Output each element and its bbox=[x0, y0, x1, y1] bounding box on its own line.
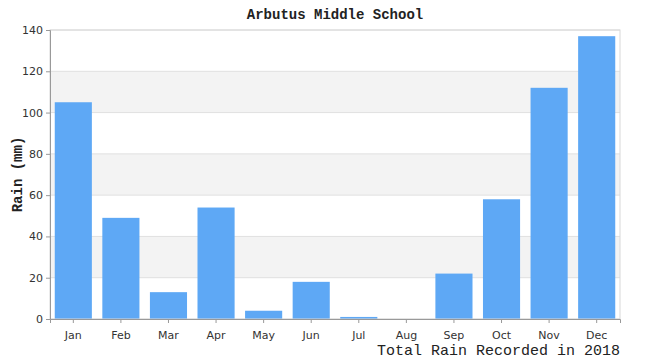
x-tick: Jan bbox=[64, 319, 82, 342]
x-tick-label: Sep bbox=[444, 329, 465, 342]
y-tick-label: 20 bbox=[29, 272, 43, 285]
x-tick-label: May bbox=[252, 329, 275, 342]
x-tick: Oct bbox=[492, 319, 512, 342]
x-tick-mark bbox=[311, 319, 312, 323]
bar bbox=[578, 36, 615, 319]
x-tick-mark bbox=[216, 319, 217, 323]
x-tick-label: Jan bbox=[64, 329, 82, 342]
y-tick: 40 bbox=[29, 230, 50, 243]
x-tick-mark bbox=[406, 319, 407, 323]
x-tick-mark bbox=[73, 319, 74, 323]
y-tick-mark bbox=[46, 154, 50, 155]
y-axis-line bbox=[46, 31, 51, 320]
y-tick: 20 bbox=[29, 272, 50, 285]
bar bbox=[102, 218, 139, 319]
plot-frame bbox=[50, 30, 620, 319]
y-tick-mark bbox=[46, 278, 50, 279]
x-tick-label: Oct bbox=[492, 329, 512, 342]
y-tick-mark bbox=[46, 113, 50, 114]
y-tick-label: 40 bbox=[29, 230, 43, 243]
x-tick-label: Jul bbox=[351, 329, 365, 342]
y-axis: 0 20 40 60 80 100 120 140 bbox=[22, 24, 51, 326]
y-tick: 60 bbox=[29, 189, 50, 202]
x-tick: Dec bbox=[586, 319, 607, 342]
x-tick-mark bbox=[120, 319, 121, 323]
x-tick: Mar bbox=[158, 319, 179, 342]
x-tick: Feb bbox=[111, 319, 130, 342]
y-tick-mark bbox=[46, 319, 50, 320]
x-tick: May bbox=[252, 319, 275, 342]
x-tick: Jul bbox=[351, 319, 365, 342]
x-tick-label: Jun bbox=[302, 329, 320, 342]
x-tick: Aug bbox=[396, 319, 417, 342]
y-axis-title: Rain (mm) bbox=[10, 137, 26, 213]
y-tick-label: 140 bbox=[22, 24, 43, 37]
bar bbox=[150, 292, 187, 319]
y-tick: 140 bbox=[22, 24, 50, 37]
x-tick: Sep bbox=[444, 319, 465, 342]
plot-background bbox=[50, 30, 620, 319]
y-tick: 80 bbox=[29, 148, 50, 161]
y-tick: 120 bbox=[22, 65, 50, 78]
x-tick-label: Aug bbox=[396, 329, 417, 342]
x-tick: Jun bbox=[302, 319, 320, 342]
x-tick-label: Dec bbox=[586, 329, 607, 342]
y-tick-mark bbox=[46, 30, 50, 31]
y-tick-mark bbox=[46, 195, 50, 196]
bars bbox=[55, 36, 615, 319]
x-tick-mark bbox=[501, 319, 502, 323]
bar bbox=[245, 311, 282, 319]
x-axis-line bbox=[51, 320, 621, 324]
grid-line bbox=[50, 71, 620, 72]
grid-lines bbox=[50, 30, 620, 319]
x-tick-mark bbox=[596, 319, 597, 323]
y-tick-mark bbox=[46, 71, 50, 72]
x-tick: Apr bbox=[207, 319, 227, 342]
y-tick-label: 60 bbox=[29, 189, 43, 202]
y-tick: 0 bbox=[36, 313, 50, 326]
x-tick-label: Mar bbox=[158, 329, 179, 342]
chart-svg: 0 20 40 60 80 100 120 140 Jan Feb Mar Apr May Jun Jul A… bbox=[0, 0, 650, 360]
x-tick-mark bbox=[358, 319, 359, 323]
x-tick-mark bbox=[453, 319, 454, 323]
x-tick-label: Feb bbox=[111, 329, 130, 342]
x-tick-mark bbox=[549, 319, 550, 323]
y-tick-label: 80 bbox=[29, 148, 43, 161]
x-tick-label: Apr bbox=[207, 329, 227, 342]
bar bbox=[197, 208, 234, 319]
y-tick-label: 0 bbox=[36, 313, 43, 326]
x-tick: Nov bbox=[538, 319, 560, 342]
chart-container: 0 20 40 60 80 100 120 140 Jan Feb Mar Apr May Jun Jul A… bbox=[0, 0, 650, 360]
y-tick: 100 bbox=[22, 107, 50, 120]
bar bbox=[531, 88, 568, 319]
x-tick-mark bbox=[168, 319, 169, 323]
chart-title: Arbutus Middle School bbox=[247, 7, 423, 23]
y-tick-label: 120 bbox=[22, 65, 43, 78]
bar bbox=[55, 102, 92, 319]
bar bbox=[435, 274, 472, 319]
x-tick-label: Nov bbox=[538, 329, 560, 342]
x-axis: Jan Feb Mar Apr May Jun Jul Aug Sep Oct Nov Dec bbox=[51, 319, 621, 342]
x-axis-title: Total Rain Recorded in 2018 bbox=[377, 343, 620, 360]
y-tick-label: 100 bbox=[22, 107, 43, 120]
bar bbox=[483, 199, 520, 319]
y-tick-mark bbox=[46, 236, 50, 237]
bar bbox=[293, 282, 330, 319]
x-tick-mark bbox=[263, 319, 264, 323]
